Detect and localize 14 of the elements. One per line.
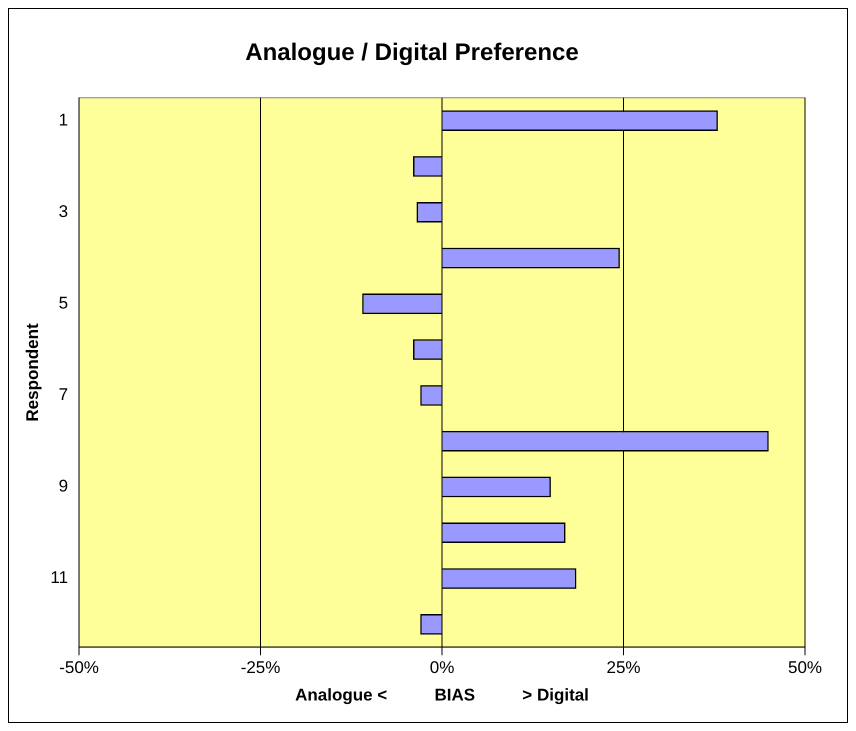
y-tick-label: 5 — [58, 294, 68, 313]
y-axis-title: Respondent — [22, 323, 42, 422]
x-tick-label: -50% — [59, 658, 99, 678]
y-tick-label: 9 — [58, 476, 68, 496]
x-tick-label: 50% — [788, 658, 822, 678]
x-tick-label: 25% — [606, 658, 641, 678]
y-tick-label: 7 — [58, 385, 68, 404]
y-tick-label: 3 — [58, 202, 68, 221]
x-tick-label: 0% — [430, 658, 454, 678]
x-tick-label: -25% — [240, 658, 280, 678]
y-tick-label: 11 — [50, 568, 68, 588]
y-tick-label: 1 — [58, 110, 68, 130]
chart-title: Analogue / Digital Preference — [245, 39, 579, 66]
x-axis-title: Analogue < BIAS > Digital — [295, 685, 589, 704]
